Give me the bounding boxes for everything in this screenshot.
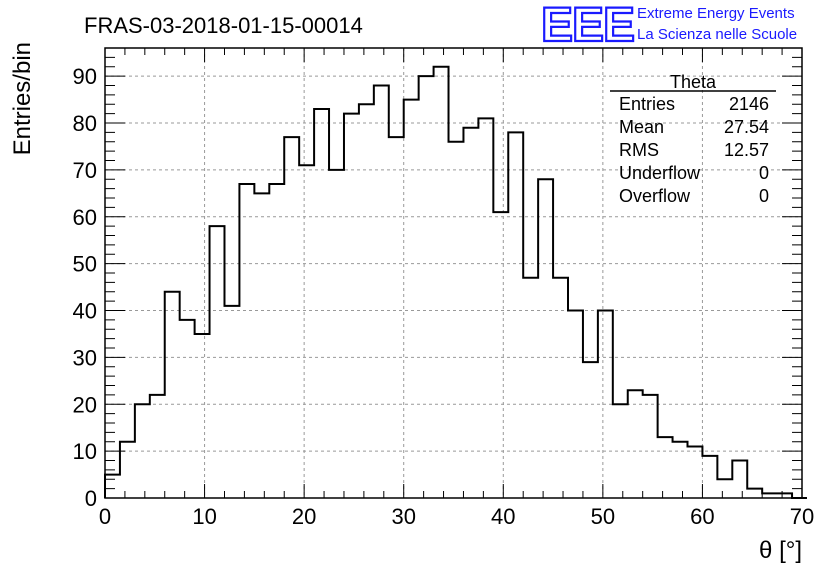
stats-entries-value: 2146: [729, 94, 769, 114]
x-tick-label: 70: [790, 504, 814, 529]
x-tick-labels: 0 10 20 30 40 50 60 70: [99, 504, 814, 529]
stats-title: Theta: [670, 72, 717, 92]
stats-box: Theta Entries 2146 Mean 27.54 RMS 12.57 …: [610, 72, 776, 206]
y-tick-label: 30: [73, 345, 97, 370]
x-tick-label: 0: [99, 504, 111, 529]
stats-entries-label: Entries: [619, 94, 675, 114]
y-tick-label: 80: [73, 111, 97, 136]
stats-rms-value: 12.57: [724, 140, 769, 160]
stats-rms-label: RMS: [619, 140, 659, 160]
y-tick-label: 60: [73, 205, 97, 230]
histogram-series: [104, 65, 807, 499]
stats-mean-label: Mean: [619, 117, 664, 137]
stats-overflow-label: Overflow: [619, 186, 691, 206]
x-tick-label: 50: [591, 504, 615, 529]
stats-underflow-value: 0: [759, 163, 769, 183]
y-axis-label: Entries/bin: [9, 42, 36, 155]
plot-frame: [104, 47, 803, 499]
x-tick-label: 40: [491, 504, 515, 529]
y-tick-label: 10: [73, 439, 97, 464]
y-tick-labels: 0 10 20 30 40 50 60 70 80 90: [73, 64, 97, 511]
chart-title: FRAS-03-2018-01-15-00014: [84, 13, 363, 38]
y-tick-label: 90: [73, 64, 97, 89]
logo-line-1: Extreme Energy Events: [637, 5, 795, 22]
logo-line-2: La Scienza nelle Scuole: [637, 26, 797, 43]
grid-lines: [105, 48, 802, 498]
y-tick-label: 0: [85, 486, 97, 511]
x-tick-label: 10: [192, 504, 216, 529]
stats-overflow-value: 0: [759, 186, 769, 206]
x-tick-label: 30: [391, 504, 415, 529]
stats-underflow-label: Underflow: [619, 163, 701, 183]
logo-mark: EEE: [541, 0, 634, 52]
y-tick-label: 40: [73, 299, 97, 324]
y-tick-label: 20: [73, 392, 97, 417]
eee-logo: EEE Extreme Energy Events La Scienza nel…: [540, 0, 797, 53]
x-axis-label: θ [°]: [759, 537, 802, 564]
x-tick-label: 20: [292, 504, 316, 529]
y-tick-label: 70: [73, 158, 97, 183]
stats-mean-value: 27.54: [724, 117, 769, 137]
x-tick-label: 60: [690, 504, 714, 529]
y-tick-label: 50: [73, 252, 97, 277]
